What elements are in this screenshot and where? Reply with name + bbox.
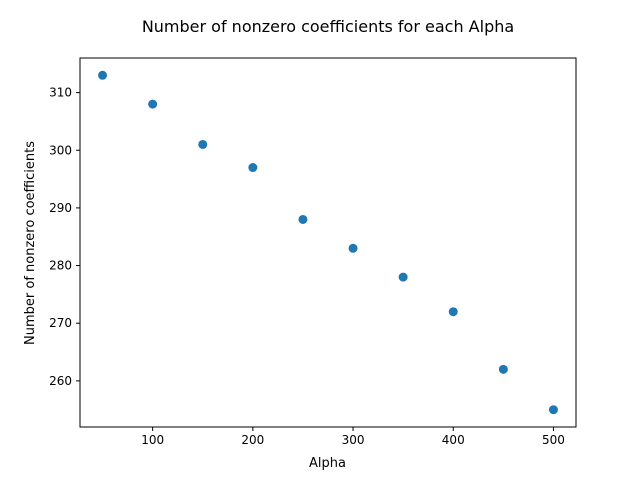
- data-point: [148, 99, 158, 109]
- chart-title: Number of nonzero coefficients for each …: [142, 17, 514, 36]
- x-axis-label: Alpha: [309, 456, 346, 471]
- data-point: [448, 307, 458, 317]
- y-tick-label: 290: [49, 201, 72, 215]
- data-point: [248, 163, 258, 173]
- x-tick-label: 500: [542, 433, 565, 447]
- data-point: [498, 364, 508, 374]
- plot-frame: [79, 57, 577, 428]
- x-tick-label: 200: [241, 433, 264, 447]
- y-tick-label: 300: [49, 143, 72, 157]
- data-point: [348, 243, 358, 253]
- x-tick-label: 300: [342, 433, 365, 447]
- data-point: [298, 214, 308, 224]
- data-point: [198, 139, 208, 149]
- x-tick-label: 400: [442, 433, 465, 447]
- y-tick-label: 310: [49, 86, 72, 100]
- y-tick-label: 270: [49, 316, 72, 330]
- data-point: [398, 272, 408, 282]
- data-point: [548, 405, 558, 415]
- plot-area: 100 200 300 400 500 260 270 280 290 300 310: [49, 57, 577, 447]
- data-point: [98, 70, 108, 80]
- x-tick-label: 100: [141, 433, 164, 447]
- y-tick-label: 260: [49, 374, 72, 388]
- y-tick-label: 280: [49, 259, 72, 273]
- y-axis-label: Number of nonzero coefficients: [23, 141, 38, 345]
